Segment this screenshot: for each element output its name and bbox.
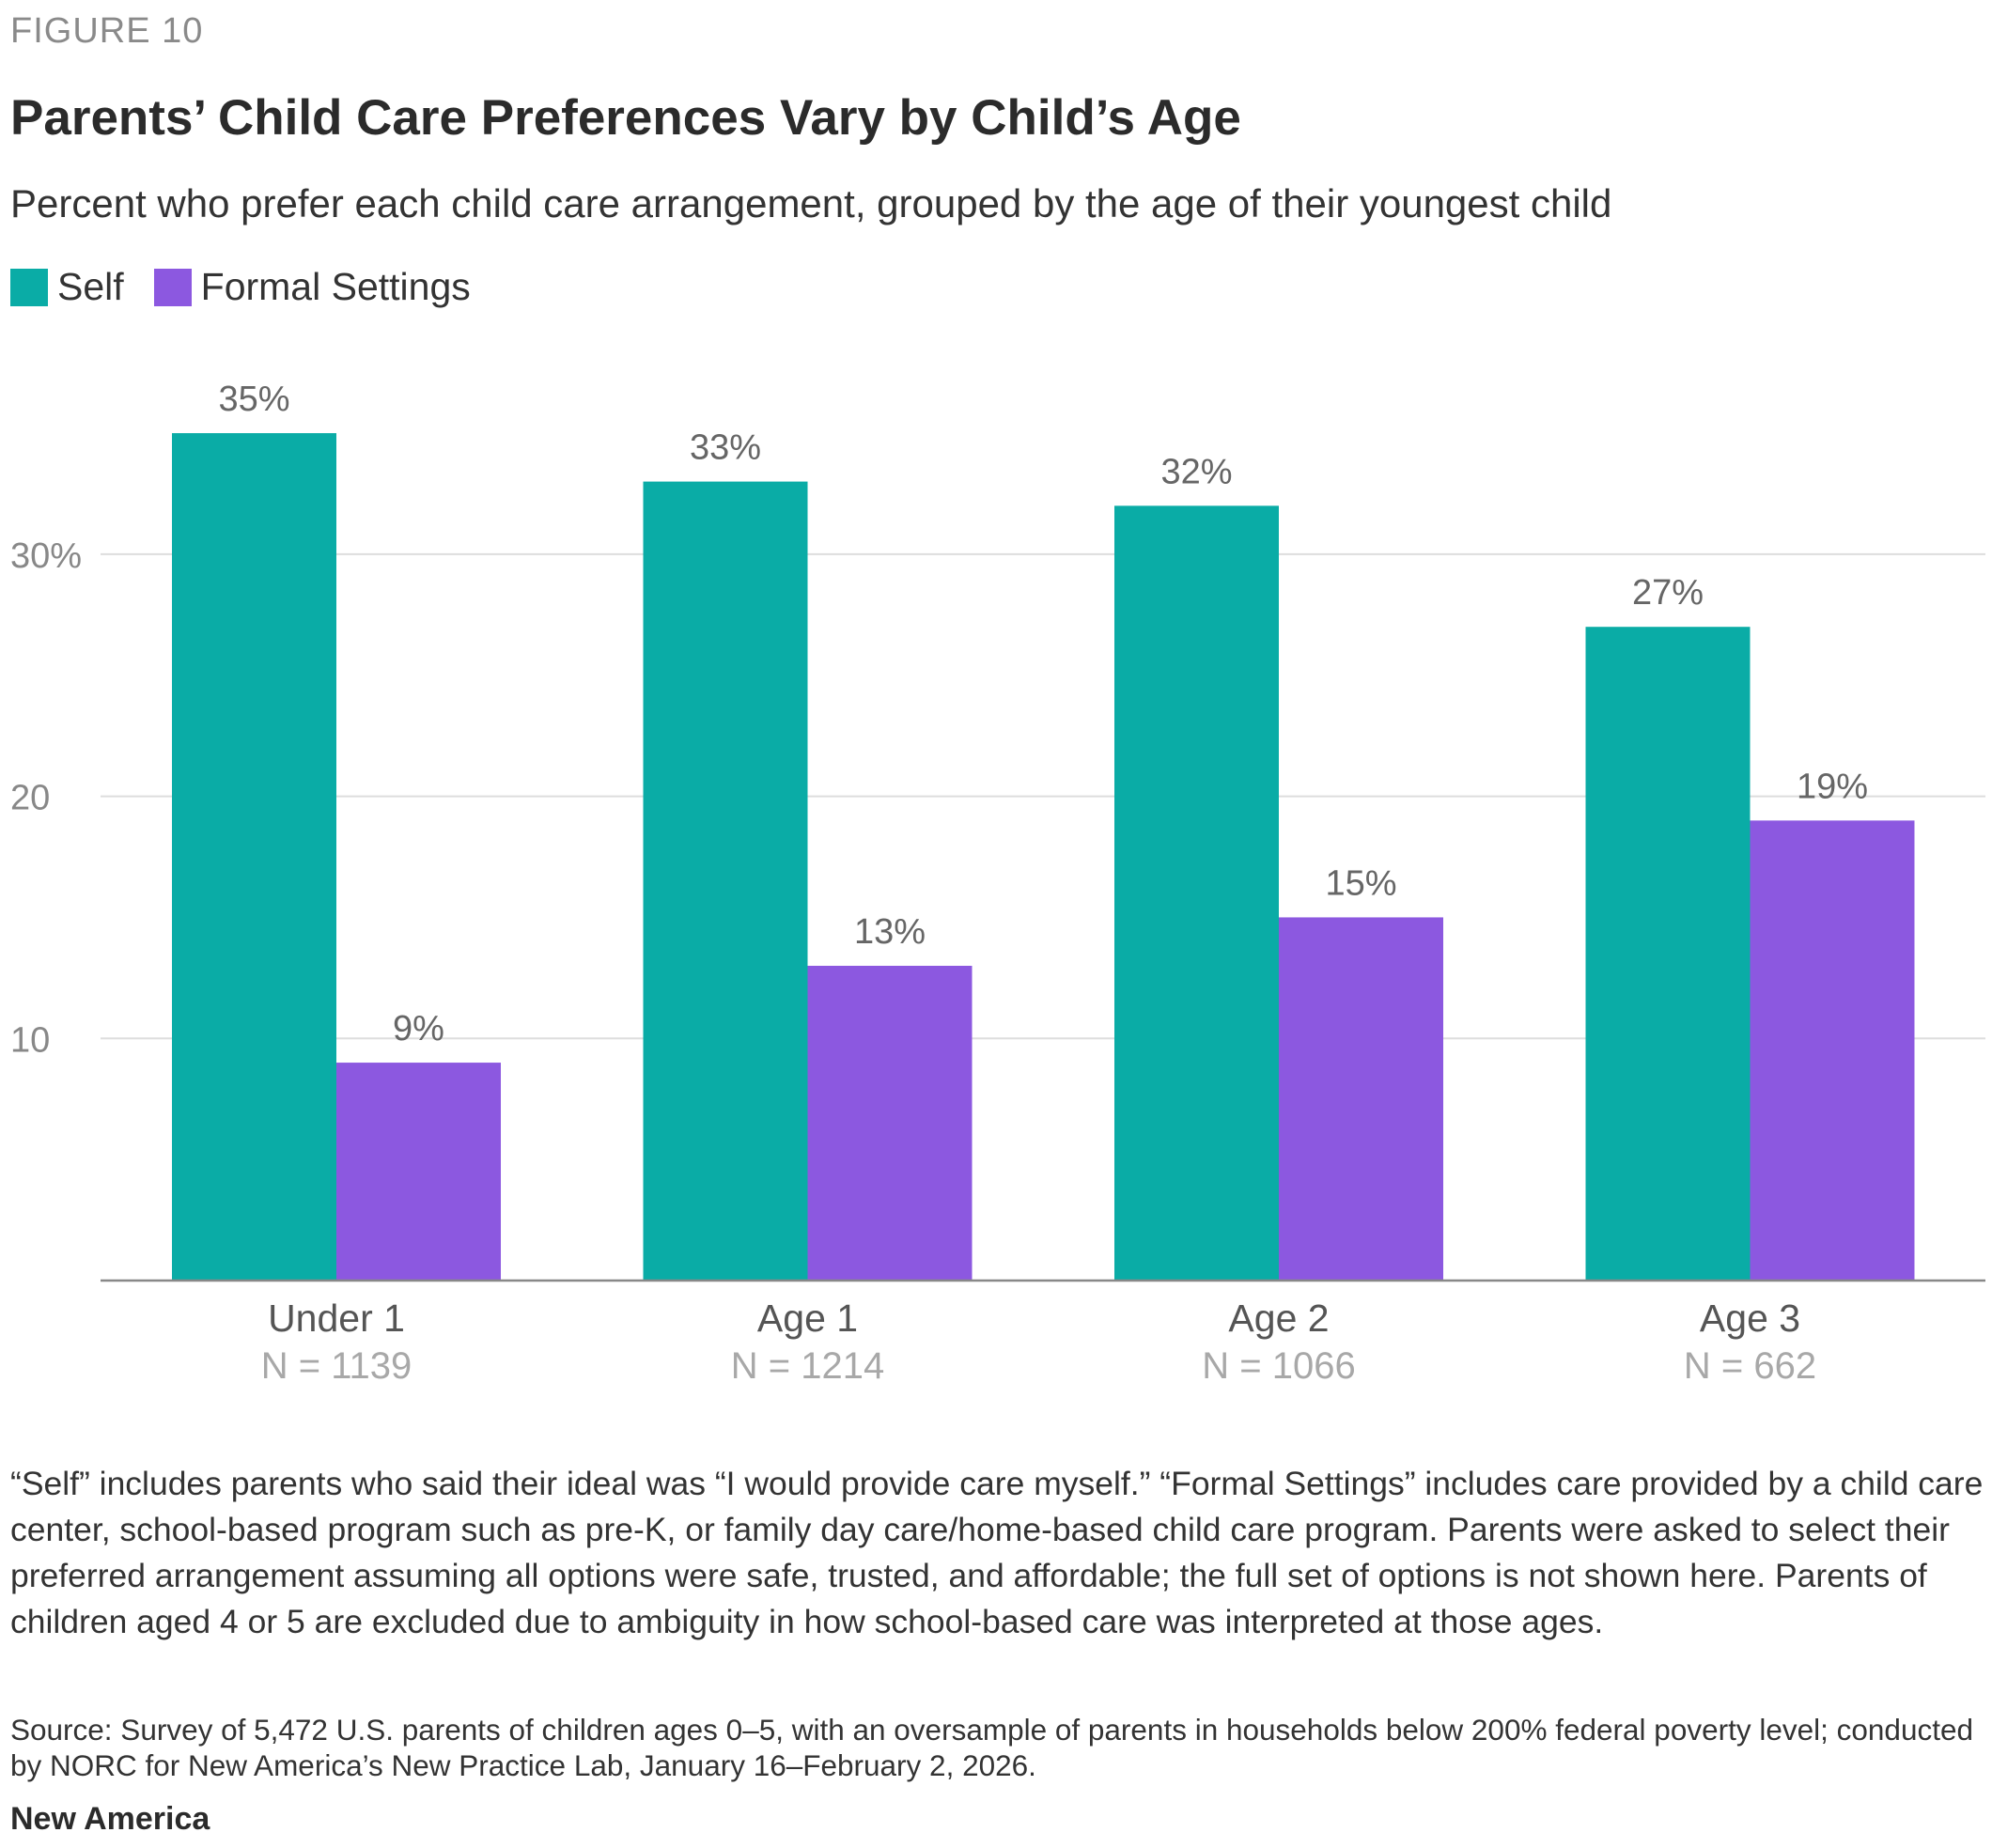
y-tick-label-30: 30% bbox=[10, 536, 82, 576]
legend-item-formal-settings: Formal Settings bbox=[153, 265, 471, 309]
chart-note: “Self” includes parents who said their i… bbox=[10, 1465, 1984, 1640]
x-category-sample-size-1: N = 1214 bbox=[731, 1345, 884, 1387]
y-tick-label-20: 20 bbox=[10, 779, 50, 818]
x-category-label-3: Age 3 bbox=[1700, 1297, 1800, 1340]
bar-formal-settings-3 bbox=[1750, 820, 1915, 1281]
data-label-self-1: 33% bbox=[690, 428, 761, 468]
legend: Self Formal Settings bbox=[10, 265, 501, 309]
bar-formal-settings-0 bbox=[336, 1063, 501, 1281]
x-category-sample-size-3: N = 662 bbox=[1684, 1345, 1816, 1387]
chart-title: Parents’ Child Care Preferences Vary by … bbox=[10, 90, 1241, 146]
y-tick-label-10: 10 bbox=[10, 1020, 50, 1060]
bar-chart: 10 20 30% 35% 9% Under 1 N = 1139 33% 13% Age 1 N … bbox=[10, 380, 1985, 1387]
legend-swatch-self bbox=[10, 268, 48, 306]
bar-self-3 bbox=[1585, 627, 1751, 1281]
brand-name: New America bbox=[10, 1801, 210, 1837]
x-category-label-1: Age 1 bbox=[757, 1297, 858, 1340]
data-label-formal-settings-0: 9% bbox=[393, 1009, 444, 1048]
data-label-self-0: 35% bbox=[218, 380, 289, 419]
x-category-label-2: Age 2 bbox=[1228, 1297, 1329, 1340]
bar-formal-settings-2 bbox=[1279, 917, 1443, 1281]
data-label-self-3: 27% bbox=[1632, 573, 1704, 613]
x-category-sample-size-0: N = 1139 bbox=[261, 1345, 412, 1387]
legend-label-self: Self bbox=[57, 265, 124, 308]
legend-label-formal-settings: Formal Settings bbox=[200, 265, 471, 308]
bar-self-2 bbox=[1114, 505, 1279, 1281]
x-category-sample-size-2: N = 1066 bbox=[1202, 1345, 1355, 1387]
data-label-formal-settings-2: 15% bbox=[1325, 863, 1396, 903]
bar-self-0 bbox=[172, 433, 336, 1281]
chart-source: Source: Survey of 5,472 U.S. parents of … bbox=[10, 1713, 1973, 1782]
chart-subtitle: Percent who prefer each child care arran… bbox=[10, 181, 1612, 225]
bar-formal-settings-1 bbox=[807, 965, 973, 1281]
legend-item-self: Self bbox=[10, 265, 124, 309]
data-label-self-2: 32% bbox=[1160, 452, 1232, 491]
legend-swatch-formal-settings bbox=[153, 268, 192, 306]
data-label-formal-settings-3: 19% bbox=[1797, 767, 1868, 806]
figure-label: FIGURE 10 bbox=[10, 11, 204, 51]
bar-self-1 bbox=[643, 481, 808, 1281]
x-category-label-0: Under 1 bbox=[268, 1297, 405, 1340]
data-label-formal-settings-1: 13% bbox=[854, 912, 926, 952]
